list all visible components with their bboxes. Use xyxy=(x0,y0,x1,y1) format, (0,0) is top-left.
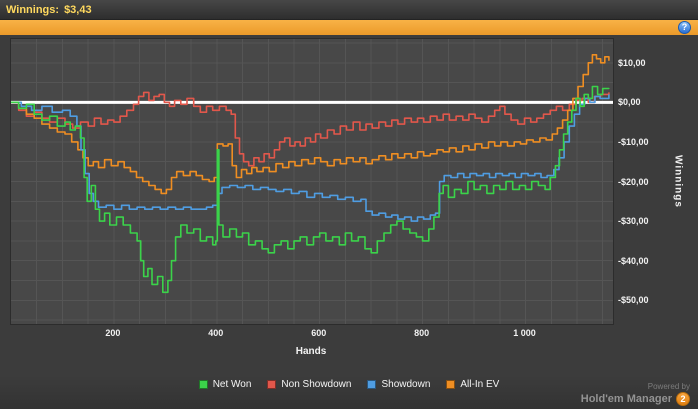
y-axis: $10,00 $0,00 -$10,00 -$20,00 -$30,00 -$40,00 -… xyxy=(618,39,668,324)
x-axis-tick-label: 800 xyxy=(414,328,430,338)
x-axis-tick-label: 600 xyxy=(311,328,327,338)
series-line-showdown xyxy=(11,94,610,222)
winnings-chart xyxy=(11,39,613,324)
x-axis-tick-label: 1 000 xyxy=(513,328,536,338)
y-axis-tick-label: -$50,00 xyxy=(618,295,649,306)
legend-swatch-icon xyxy=(446,380,456,389)
y-axis-title-wrap: Winnings xyxy=(670,39,686,324)
x-axis: 200 400 600 800 1 000 xyxy=(10,328,612,340)
help-icon[interactable]: ? xyxy=(678,21,691,34)
legend-label: Non Showdown xyxy=(281,379,352,390)
legend-item-net-won[interactable]: Net Won xyxy=(198,379,252,390)
y-axis-tick-label: $10,00 xyxy=(618,57,646,68)
legend-swatch-icon xyxy=(267,380,277,389)
legend-label: Net Won xyxy=(212,379,252,390)
y-axis-tick-label: -$20,00 xyxy=(618,176,649,187)
legend-item-showdown[interactable]: Showdown xyxy=(367,379,430,390)
powered-by-text: Powered by xyxy=(647,382,690,391)
y-axis-tick-label: $0,00 xyxy=(618,97,641,108)
x-axis-tick-label: 200 xyxy=(105,328,121,338)
y-axis-tick-label: -$40,00 xyxy=(618,255,649,266)
legend-swatch-icon xyxy=(367,380,377,389)
legend-label: All-In EV xyxy=(460,379,500,390)
winnings-title-bar: Winnings: $3,43 xyxy=(0,0,698,20)
x-axis-title: Hands xyxy=(295,346,327,357)
chart-legend: Net Won Non Showdown Showdown All-In EV xyxy=(0,379,698,390)
brand-badge-2-icon: 2 xyxy=(676,392,690,406)
y-axis-tick-label: -$30,00 xyxy=(618,216,649,227)
footer-strip xyxy=(0,375,698,409)
y-axis-tick-label: -$10,00 xyxy=(618,136,649,147)
legend-item-non-showdown[interactable]: Non Showdown xyxy=(267,379,351,390)
series-line-net-won xyxy=(11,85,610,294)
brand-name: Hold'em Manager xyxy=(580,393,672,405)
x-axis-tick-label: 400 xyxy=(208,328,224,338)
winnings-value: $3,43 xyxy=(64,3,92,16)
powered-by-block: Powered by Hold'em Manager 2 xyxy=(581,382,690,406)
legend-label: Showdown xyxy=(381,379,431,390)
legend-swatch-icon xyxy=(198,380,208,389)
series-line-all-in-ev xyxy=(11,54,610,195)
orange-accent-strip xyxy=(0,20,698,35)
winnings-label: Winnings: xyxy=(6,3,60,16)
y-axis-title: Winnings xyxy=(672,155,684,208)
legend-item-all-in-ev[interactable]: All-In EV xyxy=(446,379,499,390)
series-line-non-showdown xyxy=(11,91,610,167)
winnings-graph-plot-area[interactable] xyxy=(10,38,614,325)
